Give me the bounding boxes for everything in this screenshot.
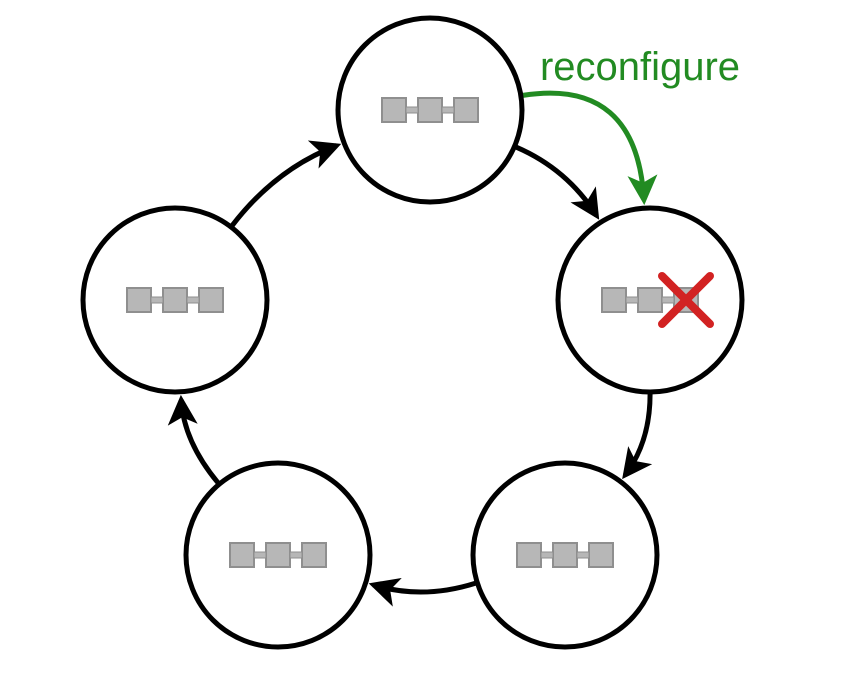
chain-box-icon bbox=[517, 543, 541, 567]
chain-box-icon bbox=[602, 288, 626, 312]
ring-node bbox=[83, 208, 267, 392]
chain-box-icon bbox=[418, 98, 442, 122]
chain-box-icon bbox=[127, 288, 151, 312]
ring-edge bbox=[516, 147, 596, 215]
ring-node bbox=[473, 463, 657, 647]
chain-connector-icon bbox=[254, 552, 266, 558]
ring-edge bbox=[373, 583, 475, 592]
ring-node bbox=[186, 463, 370, 647]
chain-connector-icon bbox=[662, 297, 674, 303]
chain-connector-icon bbox=[406, 107, 418, 113]
chain-connector-icon bbox=[541, 552, 553, 558]
chain-connector-icon bbox=[626, 297, 638, 303]
ring-edge bbox=[232, 146, 336, 226]
ring-node bbox=[338, 18, 522, 202]
ring-node bbox=[558, 208, 742, 392]
chain-box-icon bbox=[302, 543, 326, 567]
chain-box-icon bbox=[163, 288, 187, 312]
ring-nodes bbox=[83, 18, 742, 647]
chain-connector-icon bbox=[577, 552, 589, 558]
ring-edge bbox=[181, 400, 218, 483]
chain-box-icon bbox=[230, 543, 254, 567]
chain-box-icon bbox=[382, 98, 406, 122]
chain-connector-icon bbox=[290, 552, 302, 558]
ring-diagram: reconfigure bbox=[0, 0, 848, 698]
chain-connector-icon bbox=[187, 297, 199, 303]
ring-edge bbox=[625, 394, 650, 475]
chain-connector-icon bbox=[442, 107, 454, 113]
chain-box-icon bbox=[199, 288, 223, 312]
reconfigure-label: reconfigure bbox=[540, 45, 740, 89]
chain-connector-icon bbox=[151, 297, 163, 303]
chain-box-icon bbox=[589, 543, 613, 567]
chain-box-icon bbox=[454, 98, 478, 122]
chain-box-icon bbox=[266, 543, 290, 567]
reconfigure-edge bbox=[523, 93, 644, 200]
chain-box-icon bbox=[553, 543, 577, 567]
chain-box-icon bbox=[638, 288, 662, 312]
